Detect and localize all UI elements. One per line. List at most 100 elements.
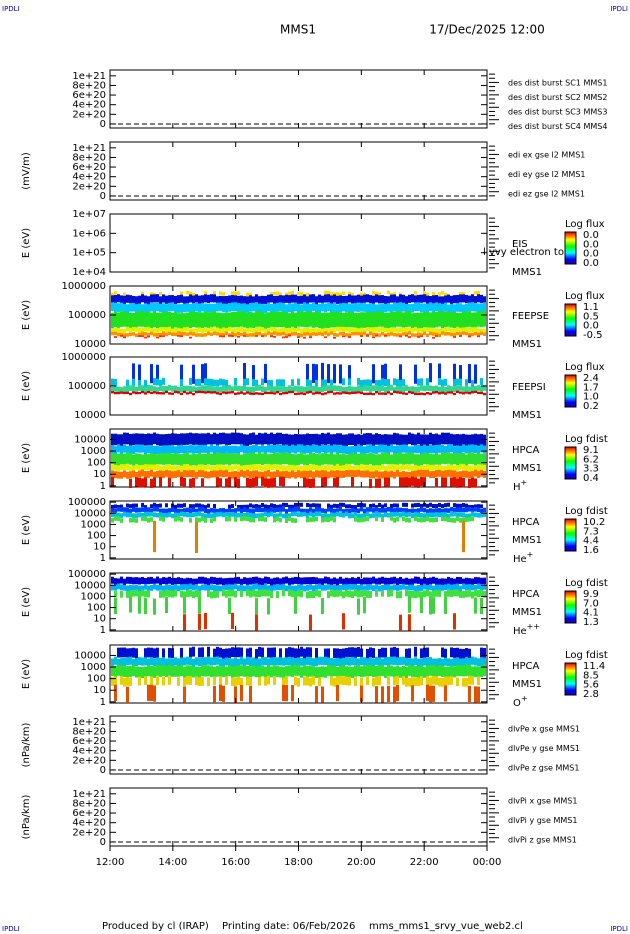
spectrogram-cell	[354, 578, 357, 586]
spectrogram-cell	[321, 432, 324, 445]
spectrogram-cell	[222, 453, 225, 465]
spectrogram-cell	[162, 385, 165, 392]
spectrogram-cell	[213, 303, 216, 313]
spectrogram-cell	[393, 432, 396, 445]
spectrogram-cell	[162, 517, 165, 522]
spectrogram-cell	[390, 656, 393, 665]
spectrogram-cell	[318, 656, 321, 665]
spectrogram-cell	[363, 453, 366, 465]
spectrogram-cell	[225, 391, 228, 395]
spectrogram-cell	[390, 294, 393, 303]
spectrogram-cell	[345, 391, 348, 395]
y-tick-label: 2e+20	[72, 109, 106, 120]
spectrogram-cell	[249, 577, 252, 585]
y-tick-label: 1	[100, 481, 106, 492]
spectrogram-cell	[432, 576, 435, 584]
spectrogram-cell	[279, 578, 282, 586]
spectrogram-cell	[165, 589, 168, 597]
spectrogram-cell	[303, 386, 306, 393]
spectrogram-cell	[408, 658, 411, 667]
spectrogram-cell	[441, 444, 444, 453]
spectrogram-cell	[168, 512, 171, 517]
spectrogram-cell	[345, 327, 348, 332]
spectrogram-cell	[321, 513, 324, 519]
spectrogram-cell	[183, 503, 186, 508]
species-label: He++	[513, 622, 540, 638]
spectrogram-cell	[201, 512, 204, 518]
spectrogram-cell	[405, 502, 408, 507]
spectrogram-cell	[189, 647, 192, 658]
spectrogram-cell	[225, 511, 228, 517]
spectrogram-cell	[276, 379, 279, 387]
spectrogram-cell	[273, 392, 276, 395]
spectrogram-cell	[459, 365, 462, 385]
spectrogram-cell	[204, 465, 207, 472]
spectrogram-cell	[156, 657, 159, 666]
spectrogram-cell	[177, 516, 180, 521]
spectrogram-cell	[141, 335, 144, 337]
spectrogram-cell	[276, 295, 279, 304]
spectrogram-cell	[138, 666, 141, 678]
spectrogram-cell	[111, 386, 114, 393]
spectrogram-cell	[153, 512, 156, 517]
spectrogram-cell	[153, 453, 156, 466]
spectrogram-cell	[198, 666, 201, 678]
spectrogram-cell	[306, 591, 309, 599]
spectrogram-cell	[375, 334, 378, 337]
corner-label: IPDLI	[610, 5, 628, 13]
spectrogram-cell	[477, 504, 480, 509]
spectrogram-cell	[249, 647, 252, 658]
spectrogram-cell	[348, 385, 351, 392]
spectrogram-cell	[210, 434, 213, 446]
spectrogram-cell	[150, 665, 153, 677]
spectrogram-cell	[390, 304, 393, 313]
spectrogram-cell	[405, 477, 408, 487]
spectrogram-cell	[465, 445, 468, 454]
spectrogram-cell	[309, 665, 312, 677]
spectrogram-cell	[249, 464, 252, 471]
spectrogram-cell	[117, 391, 120, 395]
spectrogram-cell	[258, 658, 261, 667]
spectrogram-cell	[117, 664, 120, 676]
spectrogram-cell	[165, 311, 168, 328]
spectrogram-cell	[375, 665, 378, 677]
spectrogram-cell	[402, 294, 405, 303]
spectrogram-cell	[186, 303, 189, 312]
spectrogram-cell	[450, 464, 453, 471]
colorbar-tick-label: 0.0	[583, 230, 599, 241]
spectrogram-cell	[417, 517, 420, 523]
instrument-label: MMS1	[512, 339, 542, 350]
spectrogram-cell	[300, 295, 303, 304]
spectrogram-cell	[177, 585, 180, 592]
spectrogram-cell	[378, 471, 381, 479]
spectrogram-cell	[459, 453, 462, 466]
spectrogram-cell	[210, 378, 213, 386]
spectrogram-cell	[123, 328, 126, 334]
spectrogram-cell	[381, 504, 384, 509]
spectrogram-cell	[156, 576, 159, 584]
spectrogram-cell	[429, 331, 432, 336]
spectrogram-cell	[198, 378, 201, 386]
spectrogram-cell	[396, 507, 399, 513]
spectrogram-cell	[213, 666, 216, 678]
spectrogram-cell	[444, 666, 447, 678]
spectrogram-cell	[438, 434, 441, 447]
spectrogram-cell	[210, 386, 213, 392]
spectrogram-cell	[159, 296, 162, 305]
spectrogram-cell	[429, 471, 432, 479]
spectrogram-cell	[402, 379, 405, 387]
spectrogram-cell	[465, 311, 468, 328]
spectrogram-cell	[432, 445, 435, 454]
spectrogram-cell	[228, 471, 231, 479]
spectrogram-cell	[243, 504, 246, 509]
spectrogram-cell	[312, 392, 315, 395]
spectrogram-cell	[303, 676, 306, 686]
spectrogram-cell	[138, 391, 141, 395]
spectrogram-cell	[423, 331, 426, 335]
spectrogram-cell	[348, 578, 351, 586]
spectrogram-cell	[189, 291, 192, 296]
spectrogram-cell	[195, 508, 198, 514]
spectrogram-cell	[417, 432, 420, 445]
spectrogram-cell	[279, 292, 282, 296]
spectrogram-cell	[249, 503, 252, 508]
